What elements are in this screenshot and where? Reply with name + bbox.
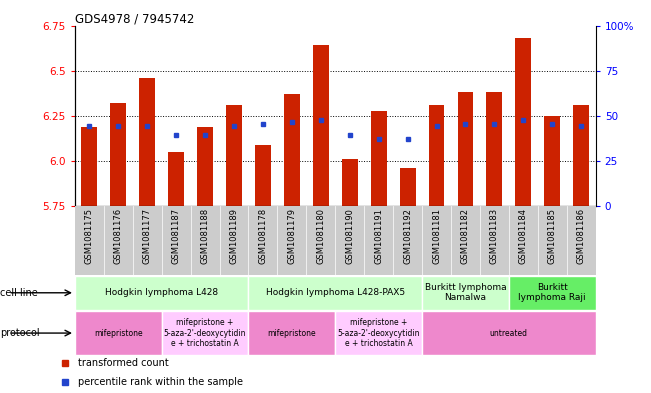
Bar bbox=[313, 46, 329, 206]
Text: cell line: cell line bbox=[0, 288, 38, 298]
Text: GSM1081182: GSM1081182 bbox=[461, 208, 470, 264]
Text: GSM1081176: GSM1081176 bbox=[114, 208, 123, 264]
Bar bbox=[226, 105, 242, 206]
Text: GSM1081175: GSM1081175 bbox=[85, 208, 94, 264]
Text: GSM1081189: GSM1081189 bbox=[230, 208, 238, 264]
Bar bbox=[168, 152, 184, 206]
Bar bbox=[422, 311, 596, 355]
Text: Burkitt
lymphoma Raji: Burkitt lymphoma Raji bbox=[518, 283, 586, 303]
Text: GSM1081186: GSM1081186 bbox=[577, 208, 586, 264]
Bar bbox=[284, 94, 300, 206]
Bar bbox=[342, 159, 357, 206]
Bar bbox=[422, 276, 509, 310]
Bar bbox=[81, 127, 97, 206]
Text: GSM1081185: GSM1081185 bbox=[547, 208, 557, 264]
Text: percentile rank within the sample: percentile rank within the sample bbox=[78, 377, 243, 387]
Text: Burkitt lymphoma
Namalwa: Burkitt lymphoma Namalwa bbox=[424, 283, 506, 303]
Bar bbox=[75, 311, 161, 355]
Text: GSM1081190: GSM1081190 bbox=[345, 208, 354, 264]
Text: GSM1081179: GSM1081179 bbox=[287, 208, 296, 264]
Bar bbox=[110, 103, 126, 206]
Text: transformed count: transformed count bbox=[78, 358, 169, 368]
Text: GDS4978 / 7945742: GDS4978 / 7945742 bbox=[75, 13, 194, 26]
Text: GSM1081183: GSM1081183 bbox=[490, 208, 499, 264]
Text: mifepristone: mifepristone bbox=[268, 329, 316, 338]
Bar bbox=[249, 311, 335, 355]
Text: protocol: protocol bbox=[0, 328, 40, 338]
Bar bbox=[197, 127, 213, 206]
Bar bbox=[139, 78, 155, 206]
Bar bbox=[509, 276, 596, 310]
Bar bbox=[249, 276, 422, 310]
Text: GSM1081191: GSM1081191 bbox=[374, 208, 383, 264]
Bar bbox=[458, 92, 473, 206]
Bar bbox=[75, 276, 249, 310]
Bar bbox=[574, 105, 589, 206]
Bar bbox=[335, 311, 422, 355]
Text: Hodgkin lymphoma L428: Hodgkin lymphoma L428 bbox=[105, 288, 218, 297]
Text: Hodgkin lymphoma L428-PAX5: Hodgkin lymphoma L428-PAX5 bbox=[266, 288, 405, 297]
Bar bbox=[161, 311, 249, 355]
Text: GSM1081181: GSM1081181 bbox=[432, 208, 441, 264]
Text: GSM1081178: GSM1081178 bbox=[258, 208, 268, 264]
Bar bbox=[486, 92, 503, 206]
Text: GSM1081180: GSM1081180 bbox=[316, 208, 326, 264]
Text: GSM1081184: GSM1081184 bbox=[519, 208, 528, 264]
Bar bbox=[544, 116, 561, 206]
Bar bbox=[400, 168, 415, 206]
Text: mifepristone: mifepristone bbox=[94, 329, 143, 338]
Bar bbox=[255, 145, 271, 206]
Text: mifepristone +
5-aza-2'-deoxycytidin
e + trichostatin A: mifepristone + 5-aza-2'-deoxycytidin e +… bbox=[164, 318, 246, 348]
Text: GSM1081177: GSM1081177 bbox=[143, 208, 152, 264]
Bar bbox=[516, 38, 531, 206]
Text: GSM1081187: GSM1081187 bbox=[172, 208, 180, 264]
Text: untreated: untreated bbox=[490, 329, 528, 338]
Bar bbox=[428, 105, 445, 206]
Text: GSM1081192: GSM1081192 bbox=[403, 208, 412, 264]
Bar bbox=[370, 110, 387, 206]
Text: GSM1081188: GSM1081188 bbox=[201, 208, 210, 264]
Text: mifepristone +
5-aza-2'-deoxycytidin
e + trichostatin A: mifepristone + 5-aza-2'-deoxycytidin e +… bbox=[337, 318, 420, 348]
